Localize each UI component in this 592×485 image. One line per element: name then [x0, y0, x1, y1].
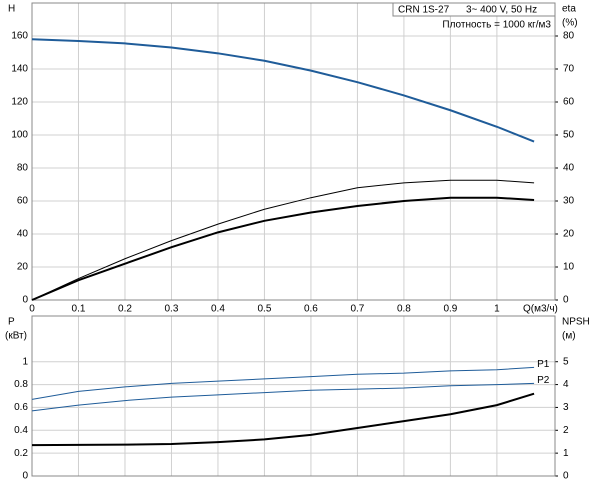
y-tick-label: 0.4 [14, 425, 28, 436]
density-text: Плотность = 1000 кг/м3 [442, 20, 551, 31]
y-tick-label: 0 [22, 295, 28, 306]
y2-tick-label: 80 [563, 31, 575, 42]
y-tick-label: 80 [17, 163, 29, 174]
x-tick-label: 0.5 [257, 304, 271, 315]
supply-text: 3~ 400 V, 50 Hz [466, 5, 537, 16]
y-tick-label: 40 [17, 229, 29, 240]
y2-axis-label: eta [562, 4, 576, 15]
plot-frame [31, 315, 556, 477]
y2-axis-unit: (%) [562, 18, 578, 29]
info-box [392, 2, 556, 17]
plot-frame [31, 2, 556, 301]
x-tick-label: 0.8 [397, 304, 411, 315]
y2-axis-unit: (м) [562, 331, 576, 342]
x-tick-label: 0.3 [165, 304, 179, 315]
curve-label: P2 [537, 375, 550, 386]
x-tick-label: 0.6 [304, 304, 318, 315]
x-tick-label: 0.1 [72, 304, 86, 315]
y2-tick-label: 3 [563, 402, 569, 413]
y2-axis-label: NPSH [562, 317, 590, 328]
y2-tick-label: 70 [563, 64, 575, 75]
x-axis-label: Q(м3/ч) [523, 304, 558, 315]
y-axis-label: P [8, 317, 15, 328]
y2-tick-label: 5 [563, 356, 569, 367]
y-tick-label: 0 [22, 471, 28, 480]
x-tick-label: 0.2 [118, 304, 132, 315]
y2-tick-label: 40 [563, 163, 575, 174]
y2-tick-label: 0 [563, 295, 569, 306]
y2-tick-label: 0 [563, 471, 569, 480]
y-axis-unit: (кВт) [5, 331, 27, 342]
x-tick-label: 0.4 [211, 304, 225, 315]
y2-tick-label: 4 [563, 379, 569, 390]
curve-label: P1 [537, 359, 550, 370]
x-tick-label: 0.7 [350, 304, 364, 315]
y2-tick-label: 50 [563, 130, 575, 141]
y2-tick-label: 20 [563, 229, 575, 240]
x-tick-label: 1 [494, 304, 500, 315]
curve [31, 196, 535, 301]
curve [31, 179, 535, 301]
curve [31, 366, 535, 400]
y2-tick-label: 30 [563, 196, 575, 207]
model-text: CRN 1S-27 [398, 5, 450, 16]
curve [31, 38, 535, 143]
y-tick-label: 0.8 [14, 379, 28, 390]
y-tick-label: 20 [17, 262, 29, 273]
y-tick-label: 60 [17, 196, 29, 207]
y-axis-label: H [8, 4, 15, 15]
y2-tick-label: 60 [563, 97, 575, 108]
y2-tick-label: 2 [563, 425, 569, 436]
curve [31, 392, 535, 447]
y-tick-label: 1 [22, 356, 28, 367]
y-tick-label: 160 [11, 31, 28, 42]
x-tick-label: 0 [29, 304, 35, 315]
y-tick-label: 0.2 [14, 448, 28, 459]
y2-tick-label: 1 [563, 448, 569, 459]
y-tick-label: 0.6 [14, 402, 28, 413]
y-tick-label: 140 [11, 64, 28, 75]
y-tick-label: 100 [11, 130, 28, 141]
y-tick-label: 120 [11, 97, 28, 108]
x-tick-label: 0.9 [443, 304, 457, 315]
curve [31, 382, 535, 412]
y2-tick-label: 10 [563, 262, 575, 273]
